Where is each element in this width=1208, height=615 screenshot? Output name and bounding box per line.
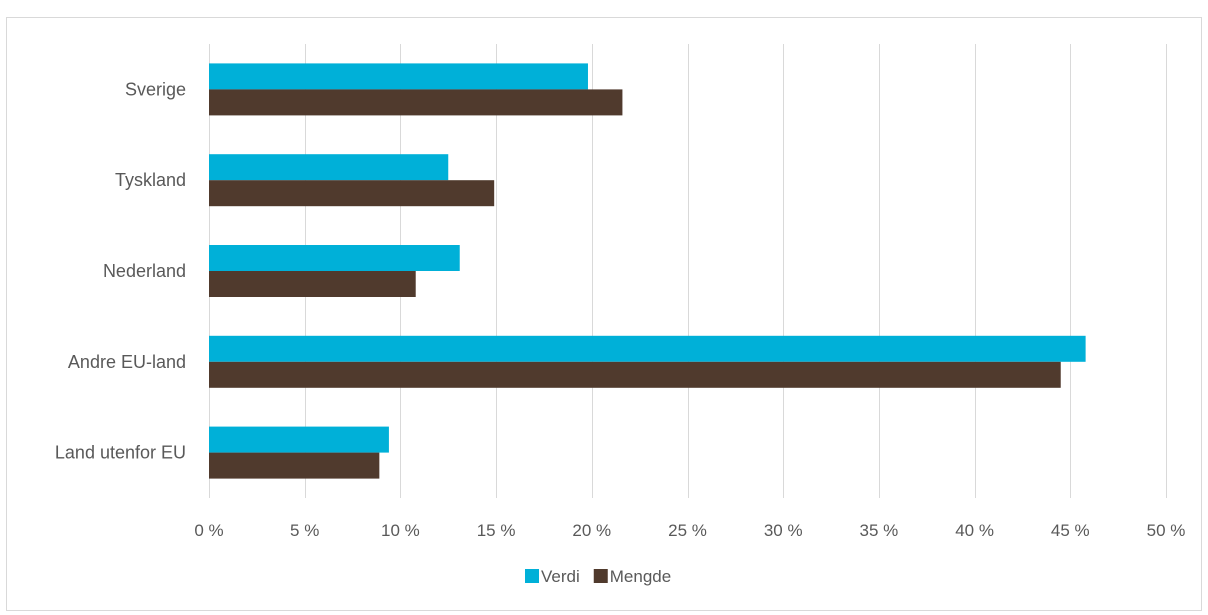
category-label: Land utenfor EU xyxy=(55,443,186,463)
x-tick-label: 0 % xyxy=(194,521,223,540)
bars xyxy=(209,63,1086,479)
x-tick-label: 10 % xyxy=(381,521,420,540)
x-tick-label: 30 % xyxy=(764,521,803,540)
bar-mengde-4 xyxy=(209,452,380,479)
legend-label-mengde: Mengde xyxy=(610,567,671,586)
bar-mengde-1 xyxy=(209,180,495,207)
x-tick-label: 5 % xyxy=(290,521,319,540)
bar-verdi-4 xyxy=(209,426,389,453)
bar-verdi-0 xyxy=(209,63,588,90)
category-label: Andre EU-land xyxy=(68,352,186,372)
x-axis-tick-labels: 0 % 5 % 10 % 15 % 20 % 25 % 30 % 35 % 40 % 45 % 50… xyxy=(194,521,1185,540)
x-tick-label: 50 % xyxy=(1147,521,1186,540)
legend-label-verdi: Verdi xyxy=(541,567,580,586)
bar-mengde-0 xyxy=(209,89,623,116)
x-tick-label: 40 % xyxy=(955,521,994,540)
category-label: Sverige xyxy=(125,79,186,99)
category-label: Tyskland xyxy=(115,170,186,190)
x-tick-label: 25 % xyxy=(668,521,707,540)
chart-frame xyxy=(6,17,1202,611)
x-tick-label: 15 % xyxy=(477,521,516,540)
legend-swatch-mengde xyxy=(593,569,608,583)
x-tick-label: 45 % xyxy=(1051,521,1090,540)
legend-swatch-verdi xyxy=(525,569,539,583)
bar-verdi-3 xyxy=(209,335,1086,362)
x-tick-label: 35 % xyxy=(860,521,899,540)
legend: Verdi Mengde xyxy=(525,567,671,586)
bar-mengde-2 xyxy=(209,271,416,297)
bar-mengde-3 xyxy=(209,361,1061,388)
category-label: Nederland xyxy=(103,261,186,281)
gridlines xyxy=(209,44,1167,498)
category-labels: Sverige Tyskland Nederland Andre EU-land Lan… xyxy=(55,79,186,462)
x-tick-label: 20 % xyxy=(572,521,611,540)
bar-verdi-2 xyxy=(209,245,460,271)
bar-verdi-1 xyxy=(209,154,449,181)
